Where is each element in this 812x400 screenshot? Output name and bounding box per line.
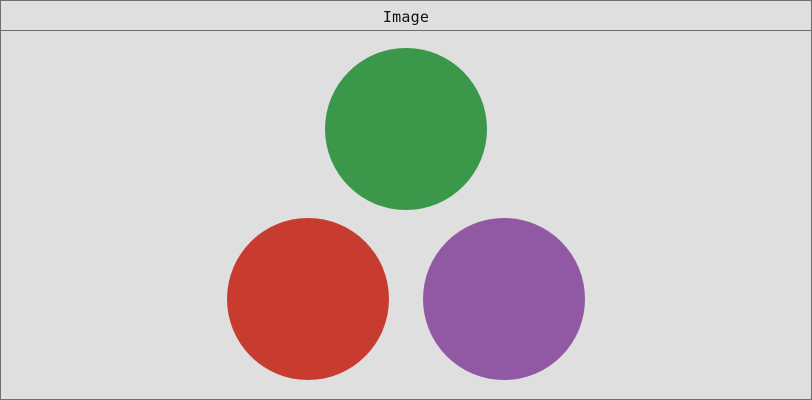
window-title: Image [382,8,430,26]
title-bar[interactable]: Image [1,1,811,31]
green-circle [325,48,487,210]
image-canvas [1,31,811,399]
red-circle [227,218,389,380]
purple-circle [423,218,585,380]
